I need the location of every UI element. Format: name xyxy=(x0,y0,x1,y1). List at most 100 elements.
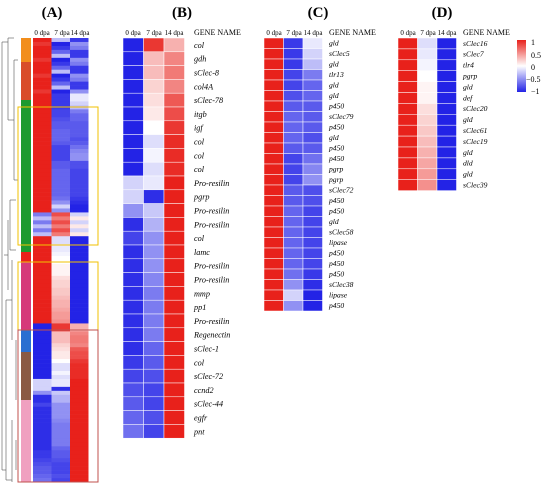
panel-a-cell xyxy=(33,331,52,336)
panel-a-cell xyxy=(51,430,70,435)
panel-a-cell xyxy=(51,93,70,98)
panel-a-cell xyxy=(70,430,89,435)
panel-a-cell xyxy=(33,204,52,209)
panel-a-cell xyxy=(33,152,52,158)
panel-a-cluster-strip xyxy=(21,252,31,262)
panel-a-cell xyxy=(51,367,70,372)
panel-a-cell xyxy=(51,295,70,300)
panel-c-gene-label: sClec72 xyxy=(329,186,354,195)
panel-a-cell xyxy=(70,442,89,447)
panel-a-cell xyxy=(33,414,52,419)
panel-b-col-1: 7 dpa xyxy=(146,29,162,37)
panel-c-gene-label: pgrp xyxy=(328,165,344,174)
panel-c-cell xyxy=(283,37,304,49)
panel-a-cell xyxy=(51,69,70,74)
panel-c-cell xyxy=(283,258,304,270)
panel-a-cell xyxy=(51,386,70,392)
panel-a-cell xyxy=(51,347,70,352)
panel-b-gene-label: Pro-resilin xyxy=(193,220,229,229)
panel-a-cell xyxy=(70,93,89,98)
panel-c-cell xyxy=(263,237,284,249)
panel-d-cell xyxy=(417,179,438,191)
panel-a-cell xyxy=(70,343,89,348)
panel-d-gene-label: sClec19 xyxy=(463,137,488,146)
legend-tick-0: 0 xyxy=(531,63,535,72)
panel-a-cell xyxy=(51,418,70,423)
panel-b-cell xyxy=(143,217,165,232)
panel-c-gene-label: gld xyxy=(329,91,339,100)
panel-d-gene-label: sClec39 xyxy=(463,181,488,190)
panel-b-cell xyxy=(163,410,185,425)
panel-a-cell xyxy=(70,57,89,63)
panel-a-col-0: 0 dpa xyxy=(34,29,50,37)
panel-a-cell xyxy=(33,458,52,463)
panel-a-cell xyxy=(70,410,89,415)
panel-a-cell xyxy=(33,89,52,94)
panel-d-cell xyxy=(417,168,438,180)
panel-b-cell xyxy=(143,313,165,329)
panel-a-cell xyxy=(33,299,52,304)
panel-b-gene-label: sClec-72 xyxy=(194,372,223,381)
panel-a-cell xyxy=(70,85,89,90)
panel-a-cell xyxy=(51,339,70,344)
panel-c-gene-label: tlr13 xyxy=(329,70,344,79)
panel-a-cell xyxy=(51,470,70,475)
panel-d-cell xyxy=(397,70,418,82)
panel-a-cell xyxy=(70,125,89,130)
panel-c-cell xyxy=(302,205,323,217)
panel-a-cell xyxy=(33,149,52,154)
panel-a-cell xyxy=(70,382,89,388)
panel-b-cell xyxy=(143,341,165,356)
panel-a-cluster-strip xyxy=(21,262,31,330)
panel-a-cell xyxy=(70,335,89,340)
panel-a-cell xyxy=(33,232,52,237)
panel-b-cell xyxy=(122,148,144,163)
panel-a-cell xyxy=(33,422,52,427)
panel-c-cell xyxy=(283,132,304,144)
panel-a-cell xyxy=(51,398,70,404)
panel-c-cell xyxy=(302,153,323,165)
panel-a-cell xyxy=(70,418,89,423)
panel-b-cell xyxy=(163,65,185,80)
panel-d-gene-label: dld xyxy=(463,159,473,168)
panel-a-cell xyxy=(51,422,70,427)
panel-b-gene-label: Pro-resilin xyxy=(193,179,229,188)
panel-a-cell xyxy=(33,236,52,241)
panel-c-cell xyxy=(283,153,304,165)
panel-a-cell xyxy=(33,430,52,435)
panel-a-cell xyxy=(51,279,70,285)
panel-c-cell xyxy=(302,258,323,270)
panel-a-cell xyxy=(51,303,70,308)
panel-d-cell xyxy=(436,157,457,170)
panel-b-cell xyxy=(163,175,185,191)
panel-d-gene-label: sClec20 xyxy=(463,104,488,113)
panel-b-gene-header: GENE NAME xyxy=(194,28,241,37)
panel-a-cell xyxy=(70,347,89,352)
panel-b-cell xyxy=(122,37,144,53)
panel-c-cell xyxy=(302,195,323,207)
panel-a-cell xyxy=(51,45,70,51)
panel-a-cell xyxy=(51,291,70,296)
panel-d-cell xyxy=(397,81,418,93)
panel-c-gene-label: pgrp xyxy=(328,175,344,184)
panel-b-cell xyxy=(163,396,185,411)
panel-a-cell xyxy=(70,450,89,455)
panel-a-cell xyxy=(51,462,70,467)
panel-c-cell xyxy=(263,163,284,175)
panel-a-cell xyxy=(70,462,89,467)
panel-a-cell xyxy=(51,414,70,419)
panel-a-cell xyxy=(70,164,89,170)
panel-c-cell xyxy=(263,48,284,60)
panel-a-cell xyxy=(51,271,70,277)
panel-c-cell xyxy=(283,247,304,259)
panel-a-cell xyxy=(70,49,89,55)
panel-a-cell xyxy=(51,57,70,63)
panel-a-cell xyxy=(70,45,89,51)
panel-a-cell xyxy=(51,378,70,384)
panel-d-cell xyxy=(397,59,418,71)
panel-c-cell xyxy=(283,121,304,133)
panel-a-cell xyxy=(33,109,52,114)
panel-b-cell xyxy=(143,120,165,135)
panel-c-cell xyxy=(283,79,304,91)
panel-a-cell xyxy=(33,45,52,51)
